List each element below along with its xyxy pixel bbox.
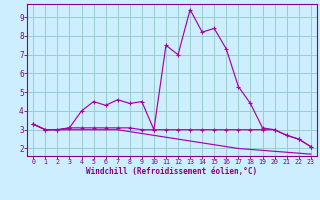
X-axis label: Windchill (Refroidissement éolien,°C): Windchill (Refroidissement éolien,°C) bbox=[86, 167, 258, 176]
